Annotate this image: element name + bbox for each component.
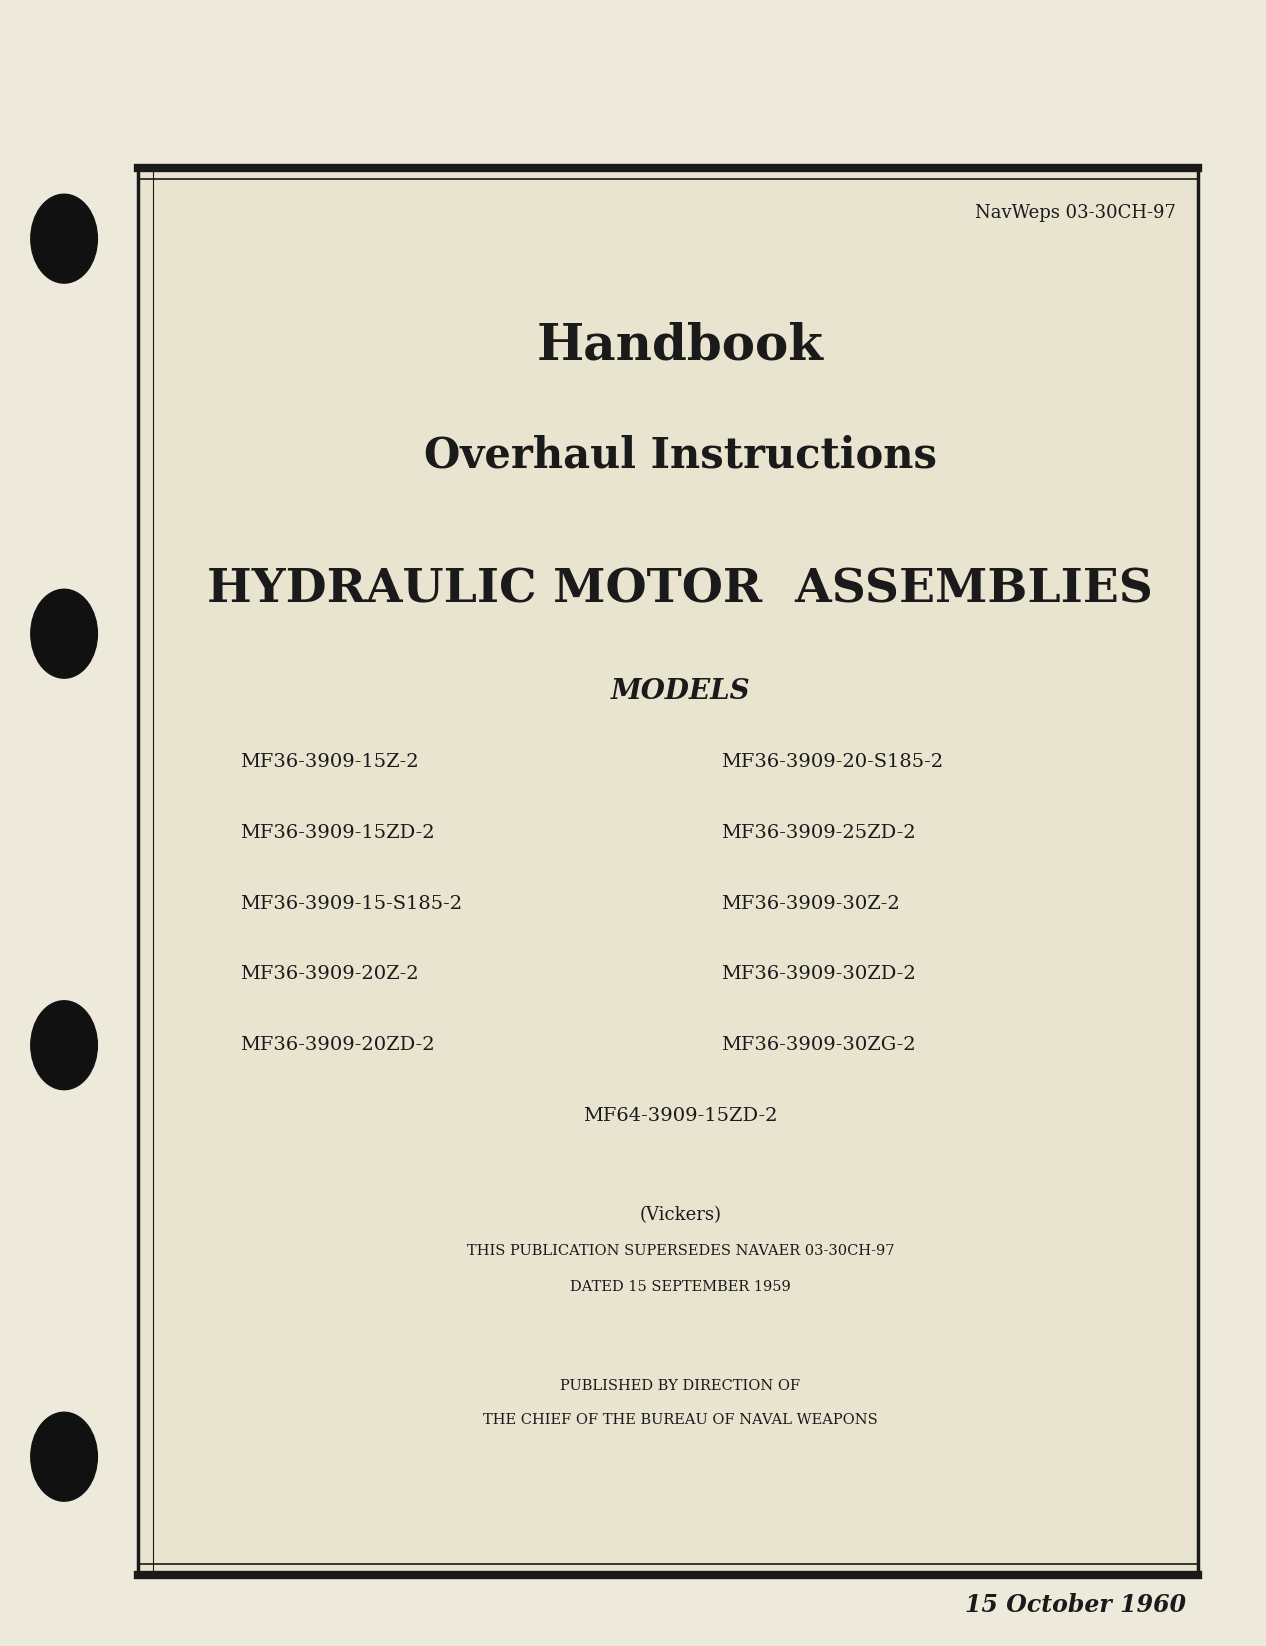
Text: PUBLISHED BY DIRECTION OF: PUBLISHED BY DIRECTION OF <box>561 1379 800 1393</box>
Text: MF36-3909-20Z-2: MF36-3909-20Z-2 <box>241 966 419 983</box>
Text: MF36-3909-25ZD-2: MF36-3909-25ZD-2 <box>722 825 915 841</box>
Text: MF64-3909-15ZD-2: MF64-3909-15ZD-2 <box>584 1108 777 1124</box>
Circle shape <box>30 589 97 678</box>
Text: MF36-3909-30ZG-2: MF36-3909-30ZG-2 <box>722 1037 915 1053</box>
Bar <box>138 168 1198 1575</box>
Text: MF36-3909-20ZD-2: MF36-3909-20ZD-2 <box>241 1037 436 1053</box>
Text: MODELS: MODELS <box>610 678 751 704</box>
Text: MF36-3909-30Z-2: MF36-3909-30Z-2 <box>722 895 900 912</box>
Circle shape <box>30 1001 97 1090</box>
Text: (Vickers): (Vickers) <box>639 1207 722 1225</box>
Circle shape <box>30 194 97 283</box>
Text: DATED 15 SEPTEMBER 1959: DATED 15 SEPTEMBER 1959 <box>570 1281 791 1294</box>
Text: MF36-3909-30ZD-2: MF36-3909-30ZD-2 <box>722 966 915 983</box>
Circle shape <box>30 1412 97 1501</box>
Text: Overhaul Instructions: Overhaul Instructions <box>424 435 937 477</box>
Text: MF36-3909-15-S185-2: MF36-3909-15-S185-2 <box>241 895 462 912</box>
Text: HYDRAULIC MOTOR  ASSEMBLIES: HYDRAULIC MOTOR ASSEMBLIES <box>208 566 1153 612</box>
Text: THE CHIEF OF THE BUREAU OF NAVAL WEAPONS: THE CHIEF OF THE BUREAU OF NAVAL WEAPONS <box>484 1414 877 1427</box>
Text: THIS PUBLICATION SUPERSEDES NAVAER 03-30CH-97: THIS PUBLICATION SUPERSEDES NAVAER 03-30… <box>467 1244 894 1258</box>
Text: MF36-3909-15ZD-2: MF36-3909-15ZD-2 <box>241 825 436 841</box>
Text: MF36-3909-20-S185-2: MF36-3909-20-S185-2 <box>722 754 943 770</box>
Text: Handbook: Handbook <box>537 321 824 370</box>
Text: NavWeps 03-30CH-97: NavWeps 03-30CH-97 <box>975 204 1176 222</box>
Text: MF36-3909-15Z-2: MF36-3909-15Z-2 <box>241 754 419 770</box>
Text: 15 October 1960: 15 October 1960 <box>965 1593 1186 1616</box>
